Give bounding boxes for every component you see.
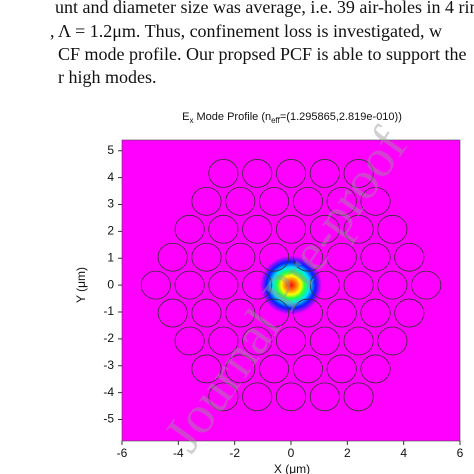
x-tick-label: -2 [229, 446, 240, 460]
y-tick-label: 1 [107, 250, 114, 264]
air-hole [225, 186, 256, 216]
air-hole [259, 298, 290, 328]
y-tick-label: -5 [103, 412, 114, 426]
y-tick-label: 5 [107, 143, 114, 157]
air-hole [326, 354, 357, 384]
air-hole [259, 186, 290, 216]
air-hole [360, 242, 391, 272]
x-tick-label: -6 [117, 446, 128, 460]
y-tick-label: -3 [103, 358, 114, 372]
x-tick-label: 0 [288, 446, 295, 460]
air-hole [377, 326, 408, 356]
x-tick-label: -4 [173, 446, 184, 460]
air-hole [191, 242, 222, 272]
air-hole [326, 186, 357, 216]
air-hole [309, 270, 340, 300]
air-hole [343, 326, 374, 356]
air-hole [343, 382, 374, 412]
title-part: eff [271, 116, 281, 125]
air-hole [157, 242, 188, 272]
air-hole [208, 382, 239, 412]
text-line: unt and diameter size was average, i.e. … [55, 0, 474, 17]
air-hole [309, 382, 340, 412]
x-tick-label: 4 [400, 446, 407, 460]
air-hole [191, 186, 222, 216]
air-hole [292, 354, 323, 384]
air-holes [140, 159, 442, 412]
air-hole [225, 354, 256, 384]
x-tick-label: 6 [457, 446, 464, 460]
y-tick-label: 3 [107, 197, 114, 211]
air-hole [275, 326, 307, 356]
air-hole [343, 214, 374, 244]
title-part: Mode Profile (n [193, 111, 271, 123]
air-hole [309, 214, 340, 244]
air-hole [208, 270, 239, 300]
air-hole [191, 298, 222, 328]
y-tick-label: 0 [107, 277, 114, 291]
air-hole [326, 242, 357, 272]
air-hole [242, 214, 273, 244]
y-tick-label: -4 [103, 385, 114, 399]
x-axis-label: X (μm) [274, 462, 310, 474]
air-hole [208, 326, 239, 356]
air-hole [208, 159, 239, 188]
air-hole [275, 382, 307, 412]
title-part: x [189, 116, 193, 125]
air-hole [157, 298, 188, 328]
air-hole [394, 298, 425, 328]
mode-field [260, 255, 322, 315]
y-tick-label: 2 [107, 224, 114, 238]
y-tick-label: -2 [103, 331, 114, 345]
text-line: r high modes. [58, 67, 157, 87]
air-hole [242, 326, 273, 356]
air-hole [309, 326, 340, 356]
air-hole [174, 270, 205, 300]
figure-title: Ex Mode Profile (neff=(1.295865,2.819e-0… [182, 111, 402, 125]
air-hole [292, 298, 323, 328]
air-hole [360, 186, 391, 216]
air-hole [360, 298, 391, 328]
x-tick-label: 2 [344, 446, 351, 460]
air-hole [259, 354, 290, 384]
air-hole [377, 214, 408, 244]
air-hole [309, 159, 340, 188]
air-hole [174, 326, 205, 356]
air-hole [242, 382, 273, 412]
air-hole [174, 214, 205, 244]
air-hole [191, 354, 222, 384]
air-hole [326, 298, 357, 328]
air-hole [208, 214, 239, 244]
air-hole [360, 354, 391, 384]
air-hole [292, 242, 323, 272]
air-hole [275, 159, 307, 188]
air-hole [343, 270, 374, 300]
air-hole [225, 298, 256, 328]
text-line: , Λ = 1.2μm. Thus, confinement loss is i… [50, 21, 442, 41]
title-part: E [182, 111, 189, 123]
air-hole [411, 270, 442, 300]
air-hole [242, 159, 273, 188]
y-tick-label: -1 [103, 304, 114, 318]
air-hole [225, 242, 256, 272]
air-hole [343, 159, 374, 188]
text-line: CF mode profile. Our propsed PCF is able… [58, 44, 466, 64]
y-tick-label: 4 [107, 170, 114, 184]
air-hole [140, 270, 171, 300]
air-hole [292, 186, 323, 216]
y-axis-label: Y (μm) [74, 267, 88, 303]
air-hole [394, 242, 425, 272]
air-hole [259, 242, 290, 272]
air-hole [242, 270, 273, 300]
air-hole [275, 214, 307, 244]
air-hole [377, 270, 408, 300]
title-part: =(1.295865,2.819e-010)) [280, 111, 402, 123]
